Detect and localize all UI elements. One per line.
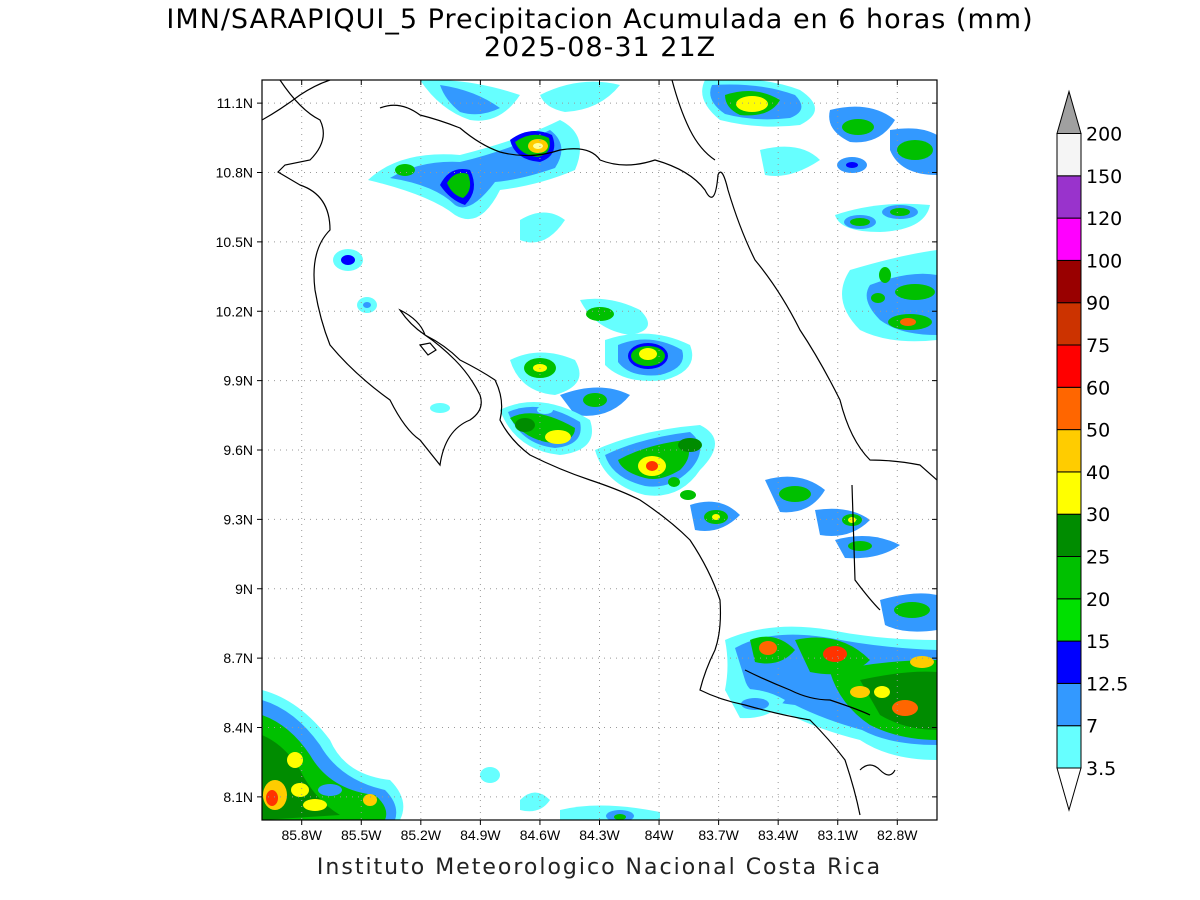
footer-credit: Instituto Meteorologico Nacional Costa R…: [316, 855, 883, 880]
colorbar-segment: [1056, 682, 1082, 727]
colorbar-label: 90: [1086, 293, 1110, 315]
lat-tick-label: 9.6N: [223, 442, 253, 458]
colorbar-label: 20: [1086, 589, 1110, 611]
coastlines: [262, 80, 937, 816]
colorbar-segment: [1056, 640, 1082, 684]
colorbar-segment: [1056, 556, 1082, 600]
lon-tick-label: 85.5W: [341, 827, 382, 843]
lon-tick-label: 82.8W: [877, 827, 918, 843]
colorbar-label: 25: [1086, 547, 1110, 569]
colorbar-max-arrow: [1056, 89, 1082, 134]
precip-blob-central: [500, 298, 693, 455]
lat-tick-label: 8.1N: [223, 789, 253, 805]
precip-blob-southwest: [262, 690, 660, 820]
colorbar-segment: [1056, 133, 1082, 177]
lon-tick-label: 84W: [645, 827, 675, 843]
longitude-axis: 85.8W 85.5W 85.2W 84.9W 84.6W 84.3W 84W 83.7W 83…: [281, 80, 918, 843]
lat-tick-label: 11.1N: [217, 95, 253, 111]
colorbar-segment: [1056, 175, 1082, 219]
lat-tick-label: 9.9N: [223, 373, 253, 389]
lat-tick-label: 8.4N: [223, 720, 253, 736]
lat-tick-label: 10.5N: [216, 234, 253, 250]
colorbar-segment: [1056, 259, 1082, 304]
colorbar-segment: [1056, 471, 1082, 515]
colorbar-label: 15: [1086, 631, 1110, 653]
colorbar-label: 7: [1086, 716, 1098, 738]
colorbar-label: 150: [1086, 166, 1122, 188]
colorbar-segment: [1056, 429, 1082, 473]
colorbar: 3.5 7 12.5 15 20 25 30 40 50 60 75 90 100 120 150 200: [1056, 89, 1128, 812]
lat-tick-label: 9N: [235, 581, 253, 597]
lat-tick-label: 10.2N: [216, 303, 253, 319]
colorbar-label: 40: [1086, 462, 1110, 484]
colorbar-label: 100: [1086, 250, 1122, 272]
colorbar-segment: [1056, 386, 1082, 431]
lat-tick-label: 8.7N: [223, 650, 253, 666]
lon-tick-label: 84.3W: [579, 827, 620, 843]
colorbar-label: 60: [1086, 377, 1110, 399]
precip-blob-north: [333, 80, 620, 313]
precipitation-field: [262, 80, 937, 820]
precip-blob-northeast: [702, 80, 937, 342]
colorbar-segment: [1056, 513, 1082, 558]
colorbar-label: 200: [1086, 124, 1122, 146]
colorbar-segment: [1056, 344, 1082, 388]
colorbar-label: 50: [1086, 420, 1110, 442]
colorbar-label: 120: [1086, 208, 1122, 230]
lon-tick-label: 83.1W: [818, 827, 859, 843]
colorbar-label: 75: [1086, 335, 1110, 357]
lon-tick-label: 85.8W: [281, 827, 322, 843]
colorbar-segment: [1056, 217, 1082, 261]
lon-tick-label: 83.7W: [698, 827, 739, 843]
precip-blob-midsouth: [430, 403, 900, 559]
colorbar-segment: [1056, 725, 1082, 769]
colorbar-segment: [1056, 302, 1082, 346]
map-title: IMN/SARAPIQUI_5 Precipitacion Acumulada …: [166, 4, 1034, 35]
lon-tick-label: 85.2W: [401, 827, 442, 843]
colorbar-label: 30: [1086, 504, 1110, 526]
lon-tick-label: 84.9W: [460, 827, 501, 843]
lon-tick-label: 83.4W: [758, 827, 799, 843]
lon-tick-label: 84.6W: [520, 827, 561, 843]
latitude-axis: 8.1N 8.4N 8.7N 9N 9.3N 9.6N 9.9N 10.2N 10.5N 10.8…: [216, 95, 937, 805]
lat-tick-label: 9.3N: [223, 511, 253, 527]
lat-tick-label: 10.8N: [216, 165, 253, 181]
colorbar-segment: [1056, 598, 1082, 642]
map-datetime: 2025-08-31 21Z: [483, 32, 717, 63]
colorbar-label: 3.5: [1086, 758, 1116, 780]
precip-blob-southeast: [725, 593, 937, 760]
colorbar-min-arrow: [1056, 767, 1082, 812]
colorbar-label: 12.5: [1086, 673, 1128, 695]
